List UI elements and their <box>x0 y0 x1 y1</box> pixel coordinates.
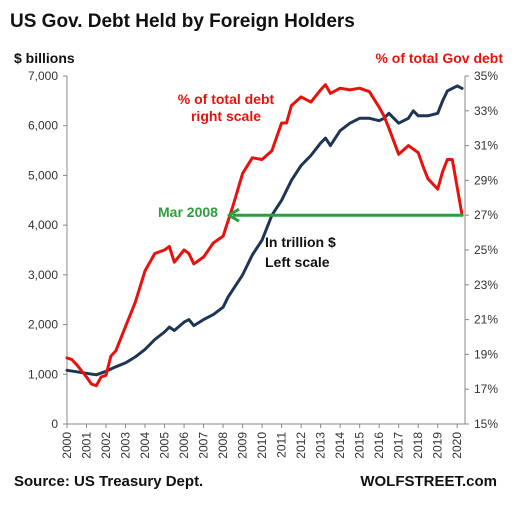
x-tick-label: 2003 <box>119 432 133 459</box>
x-tick-label: 2000 <box>60 432 74 459</box>
marker-label: Mar 2008 <box>158 204 218 220</box>
left-tick-label: 3,000 <box>28 268 58 282</box>
x-tick-label: 2016 <box>372 432 386 459</box>
left-tick-label: 6,000 <box>28 119 58 133</box>
right-tick-label: 27% <box>474 208 498 222</box>
x-tick-label: 2010 <box>255 432 269 459</box>
pct-debt-label-line1: % of total debt <box>178 91 275 107</box>
right-tick-label: 35% <box>474 69 498 83</box>
x-tick-label: 2007 <box>197 432 211 459</box>
left-tick-label: 4,000 <box>28 218 58 232</box>
x-tick-label: 2004 <box>138 432 152 459</box>
x-tick-label: 2005 <box>158 432 172 459</box>
x-tick-label: 2015 <box>353 432 367 459</box>
mar-2008-marker <box>227 207 464 223</box>
x-tick-label: 2014 <box>333 432 347 459</box>
foreign-holdings-percent-line <box>65 83 464 388</box>
right-tick-label: 25% <box>474 243 498 257</box>
left-axis-ticks: 0 1,000 2,000 3,000 4,000 5,000 6,000 7,000 <box>28 69 67 431</box>
right-tick-label: 21% <box>474 313 498 327</box>
foreign-holdings-dollars-line <box>65 84 464 377</box>
pct-debt-label-line2: right scale <box>191 108 261 124</box>
left-axis-label: $ billions <box>14 50 75 66</box>
left-tick-label: 7,000 <box>28 69 58 83</box>
x-tick-label: 2018 <box>411 432 425 459</box>
right-tick-label: 19% <box>474 347 498 361</box>
trillion-label-line2: Left scale <box>265 254 330 270</box>
right-tick-label: 29% <box>474 173 498 187</box>
trillion-label-line1: In trillion $ <box>265 234 336 250</box>
left-tick-label: 1,000 <box>28 367 58 381</box>
right-axis-ticks: 15% 17% 19% 21% 23% 25% 27% 29% 31% 33% 35% <box>465 69 498 431</box>
x-tick-label: 2002 <box>99 432 113 459</box>
source-note: Source: US Treasury Dept. <box>14 473 203 490</box>
x-tick-label: 2013 <box>314 432 328 459</box>
right-tick-label: 31% <box>474 139 498 153</box>
x-tick-label: 2006 <box>177 432 191 459</box>
x-tick-label: 2009 <box>236 432 250 459</box>
right-axis-label: % of total Gov debt <box>375 50 503 66</box>
left-tick-label: 5,000 <box>28 168 58 182</box>
series-lines <box>65 83 464 388</box>
x-axis-ticks: 2000 2001 2002 2003 2004 2005 2006 2007 2008 2009… <box>60 424 464 459</box>
x-tick-label: 2020 <box>450 432 464 459</box>
x-tick-label: 2019 <box>431 432 445 459</box>
x-tick-label: 2012 <box>294 432 308 459</box>
x-tick-label: 2008 <box>216 432 230 459</box>
brand-label: WOLFSTREET.com <box>360 473 497 490</box>
right-tick-label: 15% <box>474 417 498 431</box>
chart-title: US Gov. Debt Held by Foreign Holders <box>10 11 355 32</box>
x-tick-label: 2011 <box>275 432 289 458</box>
axes <box>66 76 466 425</box>
right-tick-label: 33% <box>474 104 498 118</box>
right-tick-label: 17% <box>474 382 498 396</box>
left-tick-label: 2,000 <box>28 318 58 332</box>
x-tick-label: 2001 <box>80 432 94 459</box>
left-tick-label: 0 <box>51 417 58 431</box>
marker-arrowhead <box>227 207 240 223</box>
right-tick-label: 23% <box>474 278 498 292</box>
x-tick-label: 2017 <box>392 432 406 459</box>
